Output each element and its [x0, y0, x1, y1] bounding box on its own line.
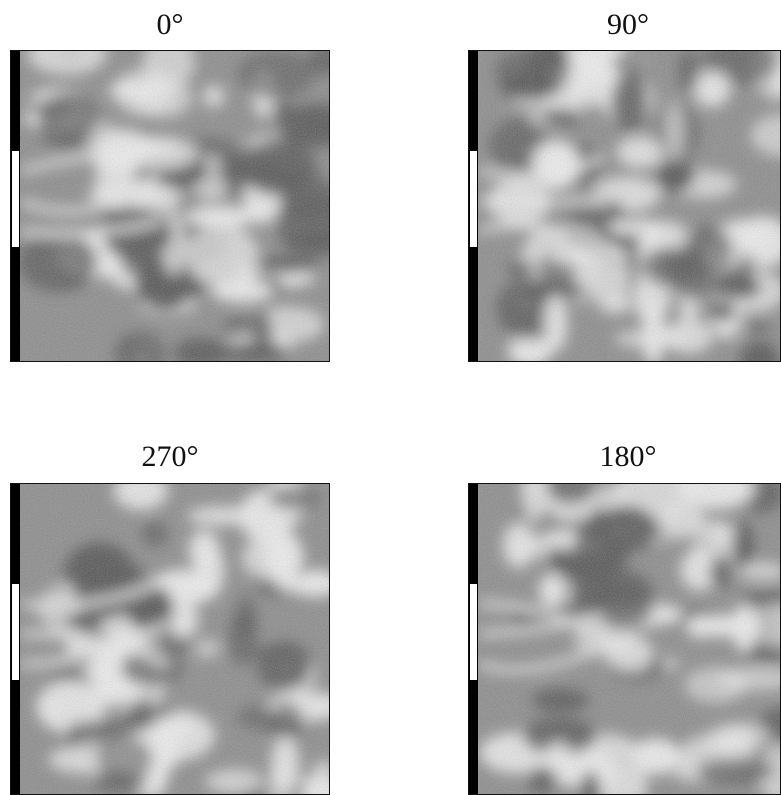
left-edge-bar-top	[11, 484, 20, 584]
panel-label: 0°	[156, 8, 184, 41]
left-edge-bar-bottom	[469, 247, 478, 361]
grain-overlay	[469, 51, 780, 361]
panel-label: 90°	[607, 8, 649, 41]
grain-overlay	[11, 484, 329, 794]
flow-image-180-deg	[468, 483, 781, 795]
left-edge-bar-bottom	[11, 680, 20, 794]
left-edge-bar-top	[11, 51, 20, 151]
left-edge-bar-top	[469, 484, 478, 584]
inlet-slot	[469, 584, 478, 680]
flow-image-90-deg	[468, 50, 781, 362]
panel-label: 270°	[141, 440, 199, 473]
left-edge-bar-bottom	[11, 247, 20, 361]
flow-image-270-deg	[10, 483, 330, 795]
inlet-slot	[11, 584, 20, 680]
inlet-slot	[11, 151, 20, 247]
grain-overlay	[11, 51, 329, 361]
left-edge-bar-top	[469, 51, 478, 151]
panel-label: 180°	[599, 440, 657, 473]
grain-overlay	[469, 484, 780, 794]
flow-image-0-deg	[10, 50, 330, 362]
left-edge-bar-bottom	[469, 680, 478, 794]
inlet-slot	[469, 151, 478, 247]
